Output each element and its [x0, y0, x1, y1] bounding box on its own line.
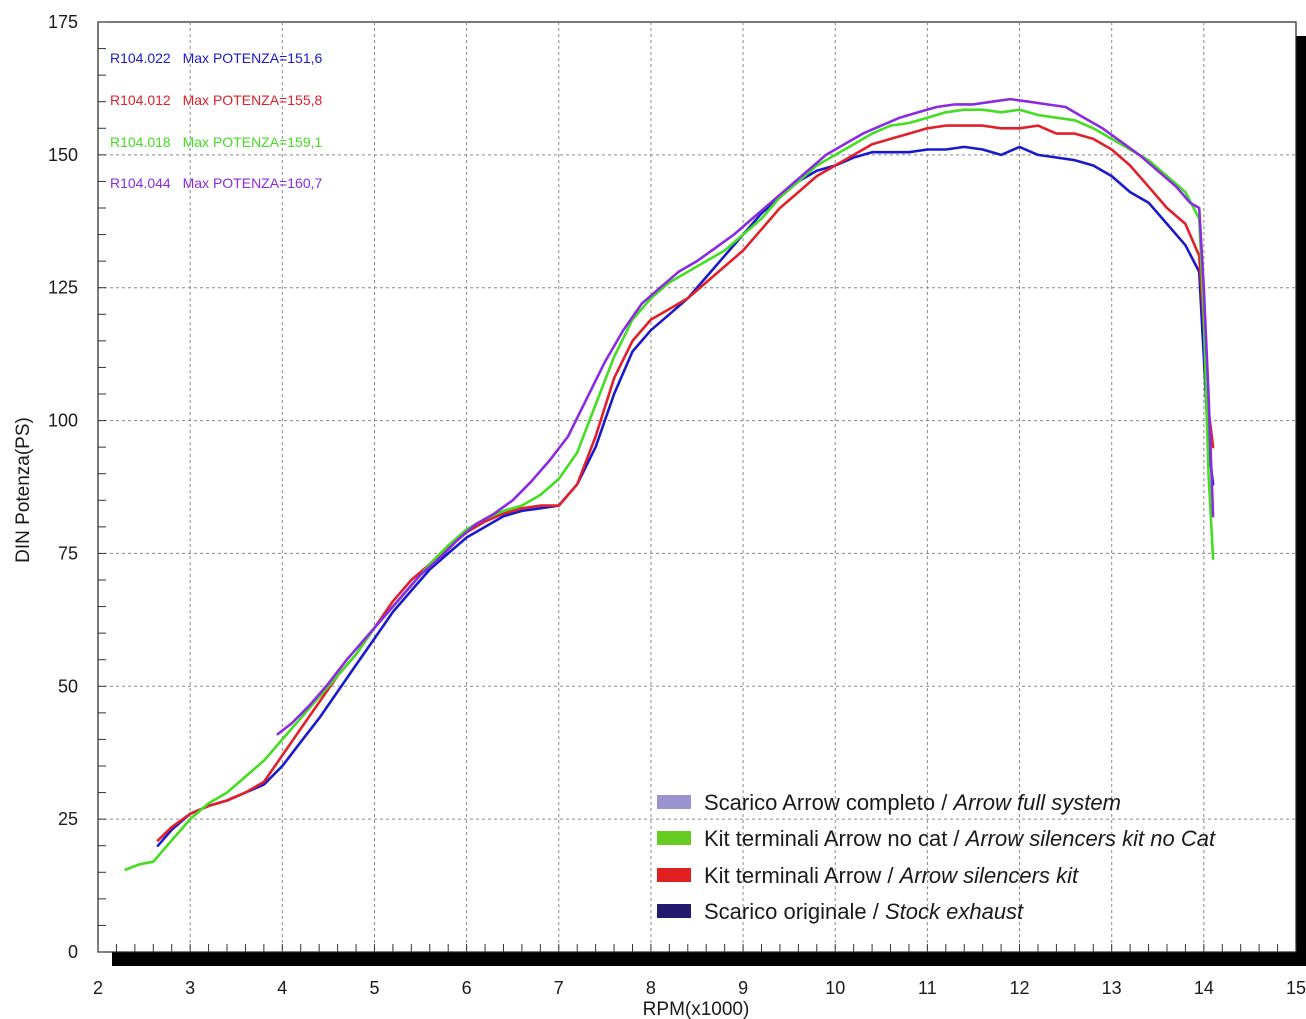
- x-tick-label-10: 10: [825, 978, 845, 998]
- annotation-4-text: Max POTENZA=160,7: [183, 175, 323, 191]
- y-tick-label-0: 0: [68, 942, 78, 962]
- legend-label-silencers-no-cat: Kit terminali Arrow no cat / Arrow silen…: [704, 826, 1216, 851]
- x-tick-label-8: 8: [646, 978, 656, 998]
- y-tick-label-50: 50: [58, 676, 78, 696]
- legend-label-stock: Scarico originale / Stock exhaust: [704, 899, 1024, 924]
- annotation-1: R104.022 Max POTENZA=151,6: [110, 50, 322, 66]
- series-lines: [124, 97, 1215, 871]
- legend-swatch-full-system: [657, 795, 691, 809]
- x-tick-label-6: 6: [462, 978, 472, 998]
- legend: Scarico Arrow completo / Arrow full syst…: [657, 790, 1216, 924]
- legend-label-stock-main: Scarico originale /: [704, 899, 885, 924]
- legend-label-stock-italic: Stock exhaust: [885, 899, 1024, 924]
- annotation-1-code: R104.022: [110, 50, 171, 66]
- legend-label-full-system: Scarico Arrow completo / Arrow full syst…: [704, 790, 1121, 815]
- annotation-3: R104.018 Max POTENZA=159,1: [110, 134, 322, 150]
- plot-shadow-bottom: [112, 952, 1306, 966]
- annotation-3-text: Max POTENZA=159,1: [183, 134, 323, 150]
- x-tick-label-11: 11: [918, 978, 937, 998]
- series-line-1: [156, 145, 1215, 848]
- y-tick-label-175: 175: [48, 12, 78, 32]
- x-tick-label-13: 13: [1102, 978, 1122, 998]
- legend-label-silencers-italic: Arrow silencers kit: [898, 863, 1079, 888]
- plot-shadow-right: [1296, 36, 1306, 966]
- x-tick-label-2: 2: [93, 978, 103, 998]
- y-tick-label-75: 75: [58, 543, 78, 563]
- x-tick-label-12: 12: [1010, 978, 1030, 998]
- legend-swatch-silencers: [657, 868, 691, 882]
- annotation-1-text: Max POTENZA=151,6: [183, 50, 323, 66]
- annotation-2-text: Max POTENZA=155,8: [183, 92, 323, 108]
- legend-label-full-system-italic: Arrow full system: [951, 790, 1120, 815]
- x-tick-label-9: 9: [738, 978, 748, 998]
- annotation-2: R104.012 Max POTENZA=155,8: [110, 92, 322, 108]
- x-axis-title: RPM(x1000): [643, 999, 750, 1019]
- grid: [98, 22, 1296, 952]
- legend-swatch-silencers-no-cat: [657, 831, 691, 845]
- y-tick-label-100: 100: [48, 411, 78, 431]
- plot-area: [97, 21, 1297, 953]
- x-tick-label-14: 14: [1194, 978, 1214, 998]
- y-tick-label-125: 125: [48, 278, 78, 298]
- x-tick-label-3: 3: [185, 978, 195, 998]
- legend-label-silencers-no-cat-italic: Arrow silencers kit no Cat: [964, 826, 1216, 851]
- series-line-4: [276, 97, 1215, 736]
- y-tick-label-25: 25: [58, 809, 78, 829]
- legend-swatch-stock: [657, 904, 691, 918]
- x-tick-label-4: 4: [277, 978, 287, 998]
- minor-ticks: [97, 21, 1297, 953]
- annotation-4-code: R104.044: [110, 175, 171, 191]
- annotation-3-code: R104.018: [110, 134, 171, 150]
- legend-label-silencers-no-cat-main: Kit terminali Arrow no cat /: [704, 826, 966, 851]
- legend-label-silencers-main: Kit terminali Arrow /: [704, 863, 900, 888]
- legend-label-full-system-main: Scarico Arrow completo /: [704, 790, 953, 815]
- max-power-annotations: R104.022 Max POTENZA=151,6 R104.012 Max …: [110, 50, 322, 191]
- annotation-4: R104.044 Max POTENZA=160,7: [110, 175, 322, 191]
- legend-label-silencers: Kit terminali Arrow / Arrow silencers ki…: [704, 863, 1079, 888]
- series-line-3: [124, 108, 1215, 871]
- x-tick-label-15: 15: [1286, 978, 1306, 998]
- y-tick-label-150: 150: [48, 145, 78, 165]
- x-tick-label-7: 7: [554, 978, 564, 998]
- x-tick-label-5: 5: [369, 978, 379, 998]
- annotation-2-code: R104.012: [110, 92, 171, 108]
- y-axis-title: DIN Potenza(PS): [13, 417, 34, 563]
